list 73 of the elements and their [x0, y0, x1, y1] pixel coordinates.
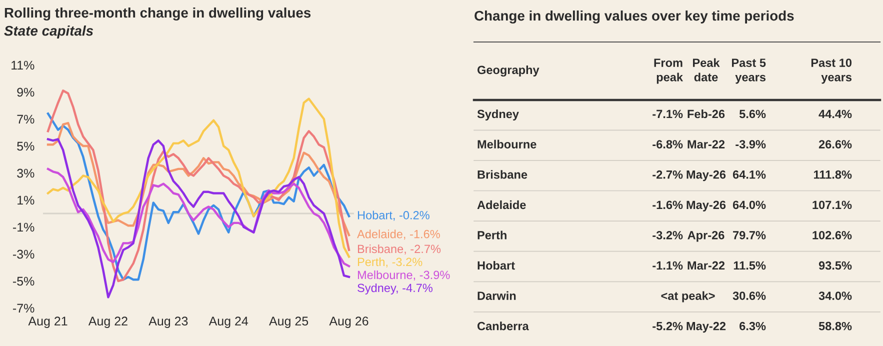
series-label: Perth, -3.2% [358, 257, 422, 268]
x-tick-label: Aug 22 [88, 316, 128, 328]
y-tick-label: -7% [12, 304, 34, 313]
category-label: Past 10 years [811, 58, 852, 84]
y-tick-label: 1% [18, 196, 34, 205]
series-label: Hobart, -0.2% [358, 210, 430, 221]
text: 79.7% [733, 231, 766, 240]
category-label: Adelaide [477, 200, 526, 210]
chart-title: Rolling three-month change in dwelling values [4, 7, 311, 21]
y-tick-label: 9% [17, 88, 34, 97]
text: 111.8% [814, 170, 852, 179]
text: -5.2% [652, 322, 683, 330]
text: Feb-26 [688, 110, 725, 118]
text: -1.1% [652, 261, 683, 270]
y-tick-label: 3% [17, 168, 34, 178]
category-label: Melbourne [478, 140, 536, 148]
text: 6.3% [740, 322, 766, 330]
text: May-26 [686, 170, 726, 182]
text: <at peak> [661, 291, 715, 302]
text: 64.0% [732, 200, 766, 210]
text: May-26 [686, 200, 726, 212]
category-label: Canberra [477, 322, 529, 330]
text: Apr-26 [688, 231, 724, 242]
text: Change in dwelling values over key time periods [474, 10, 794, 24]
x-tick-label: Aug 23 [148, 316, 188, 328]
text: 107.1% [812, 200, 852, 210]
series-label: Adelaide, -1.6% [357, 230, 440, 240]
category-label: Perth [478, 230, 506, 240]
line-series [46, 138, 350, 298]
text: Mar-22 [688, 140, 725, 148]
series-label: Sydney, -4.7% [358, 283, 432, 294]
y-tick-label: -3% [12, 250, 34, 259]
category-label: Darwin [478, 291, 516, 300]
text: 44.4% [818, 110, 852, 118]
category-label: Hobart [478, 260, 515, 270]
text: 93.5% [818, 261, 852, 270]
text: Mar-22 [688, 261, 725, 270]
text: 58.8% [818, 322, 852, 330]
text: -7.1% [652, 110, 683, 118]
text: -3.2% [652, 231, 683, 240]
x-tick-label: Aug 25 [269, 316, 308, 328]
chart-subtitle: State capitals [4, 26, 94, 38]
text: -6.8% [652, 140, 683, 148]
series-label: Melbourne, -3.9% [358, 270, 450, 281]
x-tick-label: Aug 26 [329, 316, 368, 328]
x-tick-label: Aug 24 [208, 316, 248, 328]
text: 5.6% [739, 110, 766, 118]
y-tick-label: -1% [12, 222, 34, 232]
category-label: Brisbane [478, 170, 528, 179]
category-label: Past 5 years [732, 58, 766, 84]
category-label: Sydney [477, 110, 519, 120]
category-label: Peak date [693, 58, 720, 82]
x-tick-label: Aug 21 [28, 316, 68, 328]
text: 26.6% [818, 140, 852, 148]
text: 11.5% [734, 261, 766, 270]
text: -1.6% [652, 200, 683, 210]
line-series [46, 122, 350, 236]
y-tick-label: 5% [17, 142, 34, 151]
line-series [46, 168, 350, 268]
text: -2.7% [652, 170, 683, 179]
y-tick-label: -5% [12, 276, 34, 286]
category-label: Geography [477, 65, 540, 77]
y-tick-label: 11% [12, 60, 34, 70]
category-label: From peak [654, 58, 684, 84]
text: 64.1% [732, 170, 766, 179]
series-label: Brisbane, -2.7% [358, 244, 441, 255]
text: May-22 [686, 322, 726, 333]
text: 30.6% [732, 292, 766, 300]
text: -3.9% [736, 140, 766, 148]
text: 34.0% [818, 292, 852, 300]
line-series [46, 98, 350, 258]
y-tick-label: 7% [17, 114, 34, 124]
text: 102.6% [812, 231, 852, 240]
